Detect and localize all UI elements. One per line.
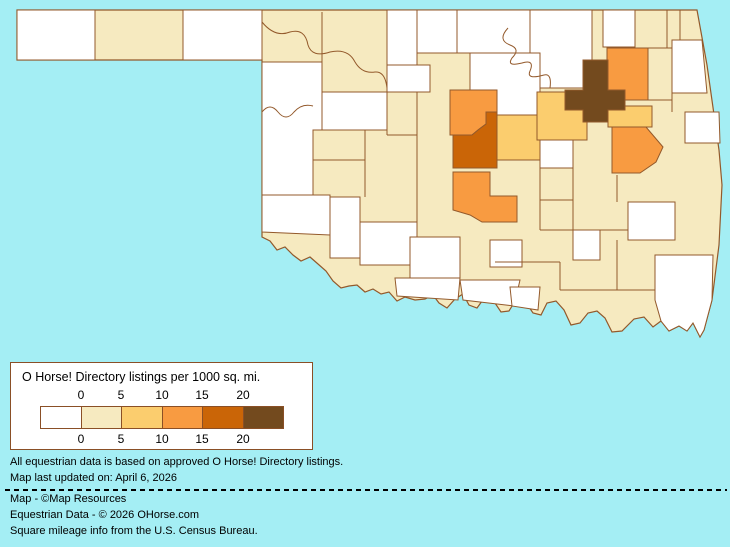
river-line — [502, 27, 551, 89]
county-northeast-orange-2 — [611, 126, 664, 174]
county-north-2 — [416, 9, 458, 54]
county-south-1 — [409, 236, 461, 279]
county-center-tan-1 — [496, 114, 541, 161]
legend-ticks-top: 0 5 10 15 20 — [11, 388, 312, 402]
legend-swatch-0 — [41, 407, 81, 428]
county-center-white — [539, 139, 574, 169]
legend-tick: 10 — [155, 388, 169, 402]
legend-swatch-0-5 — [80, 407, 121, 428]
legend-tick: 20 — [236, 432, 250, 446]
county-center-darkorange — [452, 111, 498, 169]
county-southwest-2 — [329, 196, 361, 259]
equestrian-data-credit: Equestrian Data - © 2026 OHorse.com — [10, 509, 200, 521]
county-southwest-1 — [261, 194, 331, 236]
legend-tick: 20 — [236, 388, 250, 402]
legend: O Horse! Directory listings per 1000 sq.… — [10, 362, 313, 450]
data-source-note: All equestrian data is based on approved… — [10, 456, 344, 468]
legend-tick: 5 — [117, 432, 125, 446]
legend-tick: 0 — [77, 388, 85, 402]
legend-swatch-10-15 — [161, 407, 202, 428]
legend-ticks-bottom: 0 5 10 15 20 — [11, 432, 312, 446]
county-east-white — [684, 111, 721, 144]
county-southeast-2 — [627, 201, 676, 241]
map-credit: Map - ©Map Resources — [10, 493, 127, 505]
county-south-2 — [394, 277, 461, 301]
river-line — [261, 21, 388, 89]
legend-tick: 5 — [117, 388, 125, 402]
legend-tick: 15 — [195, 388, 209, 402]
county-southeast-corner — [654, 254, 714, 339]
square-mileage-credit: Square mileage info from the U.S. Census… — [10, 525, 258, 537]
legend-tick: 15 — [195, 432, 209, 446]
county-tulsa-brown-cross — [564, 59, 626, 123]
dashed-separator-line — [5, 489, 727, 491]
county-delaware — [671, 39, 708, 94]
legend-tick: 10 — [155, 432, 169, 446]
county-north-1 — [386, 9, 418, 66]
county-major — [321, 91, 388, 131]
legend-color-scale — [40, 406, 284, 429]
legend-swatch-5-10 — [121, 407, 162, 428]
county-panhandle-west — [16, 9, 96, 61]
county-nowata — [602, 9, 636, 48]
legend-tick: 0 — [77, 432, 85, 446]
county-garfield — [386, 64, 431, 93]
county-north-3 — [456, 9, 531, 54]
legend-swatch-15-20 — [202, 407, 243, 428]
legend-swatch-20+ — [242, 407, 283, 428]
county-southwest-3 — [359, 221, 418, 266]
county-center-orange-south — [452, 171, 518, 223]
county-south-4 — [509, 286, 541, 311]
county-south-5 — [489, 239, 523, 268]
county-woodward-ellis — [261, 61, 323, 196]
county-southeast-1 — [572, 229, 601, 261]
legend-title: O Horse! Directory listings per 1000 sq.… — [22, 370, 261, 384]
river-line — [261, 104, 314, 118]
map-updated-note: Map last updated on: April 6, 2026 — [10, 472, 177, 484]
county-panhandle-east — [182, 9, 263, 61]
